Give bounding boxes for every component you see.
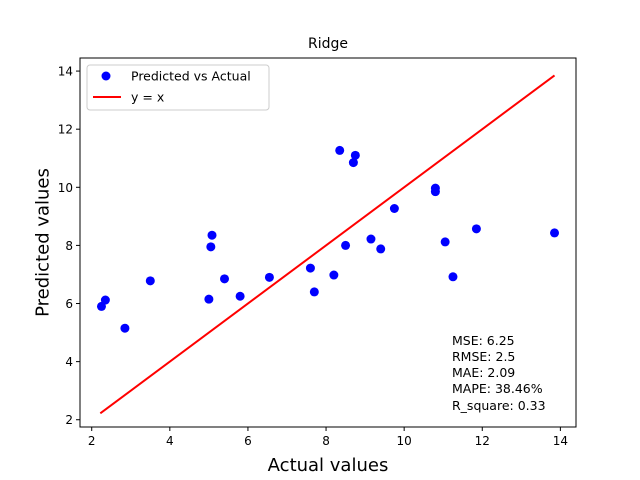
scatter-point <box>204 294 214 304</box>
scatter-point <box>471 224 481 234</box>
legend-box <box>86 64 270 111</box>
y-tick-label: 10 <box>58 181 73 195</box>
metric-mae: MAE: 2.09 <box>452 365 515 380</box>
scatter-point <box>550 228 560 238</box>
scatter-point <box>100 295 110 305</box>
metric-r-square: R_square: 0.33 <box>452 398 546 413</box>
scatter-point <box>389 204 399 214</box>
scatter-point <box>341 240 351 250</box>
scatter-point <box>376 244 386 254</box>
y-axis-label: Predicted values <box>32 168 53 317</box>
legend-marker-scatter <box>101 71 111 81</box>
points-layer <box>96 145 560 333</box>
x-tick-label: 12 <box>475 434 490 448</box>
metrics-annotation: MSE: 6.25 RMSE: 2.5 MAE: 2.09 MAPE: 38.4… <box>452 333 546 413</box>
scatter-point <box>207 230 217 240</box>
x-axis-label: Actual values <box>268 455 389 476</box>
legend-label-line: y = x <box>131 90 164 105</box>
axes-frame <box>79 57 577 428</box>
metric-mse: MSE: 6.25 <box>452 333 515 348</box>
scatter-point <box>305 263 315 273</box>
y-tick-label: 6 <box>65 297 73 311</box>
scatter-point <box>120 323 130 333</box>
legend: Predicted vs Actual y = x <box>86 64 270 111</box>
plot-area <box>96 74 560 415</box>
x-tick-label: 10 <box>397 434 412 448</box>
scatter-point <box>264 272 274 282</box>
identity-line <box>99 74 556 415</box>
chart-title: Ridge <box>308 36 348 52</box>
scatter-point <box>145 276 155 286</box>
x-axis-ticks: 2 4 6 8 10 12 14 <box>88 427 568 448</box>
x-tick-label: 4 <box>166 434 174 448</box>
scatter-point <box>430 183 440 193</box>
scatter-point <box>366 234 376 244</box>
y-tick-label: 2 <box>65 413 73 427</box>
x-tick-label: 8 <box>322 434 330 448</box>
scatter-point <box>235 291 245 301</box>
scatter-point <box>220 274 230 284</box>
y-tick-label: 4 <box>65 355 73 369</box>
legend-label-scatter: Predicted vs Actual <box>131 69 251 84</box>
x-tick-label: 14 <box>553 434 568 448</box>
scatter-point <box>350 150 360 160</box>
scatter-point <box>329 270 339 280</box>
x-tick-label: 2 <box>88 434 96 448</box>
line-layer <box>99 74 556 415</box>
y-tick-label: 14 <box>58 65 73 79</box>
scatter-point <box>335 145 345 155</box>
scatter-point <box>440 237 450 247</box>
y-tick-label: 12 <box>58 123 73 137</box>
metric-rmse: RMSE: 2.5 <box>452 349 515 364</box>
y-axis-ticks: 2 4 6 8 10 12 14 <box>58 65 80 427</box>
scatter-point <box>309 287 319 297</box>
metric-mape: MAPE: 38.46% <box>452 381 543 396</box>
y-tick-label: 8 <box>65 239 73 253</box>
x-tick-label: 6 <box>244 434 252 448</box>
scatter-point <box>206 242 216 252</box>
scatter-point <box>448 272 458 282</box>
scatter-point <box>348 158 358 168</box>
